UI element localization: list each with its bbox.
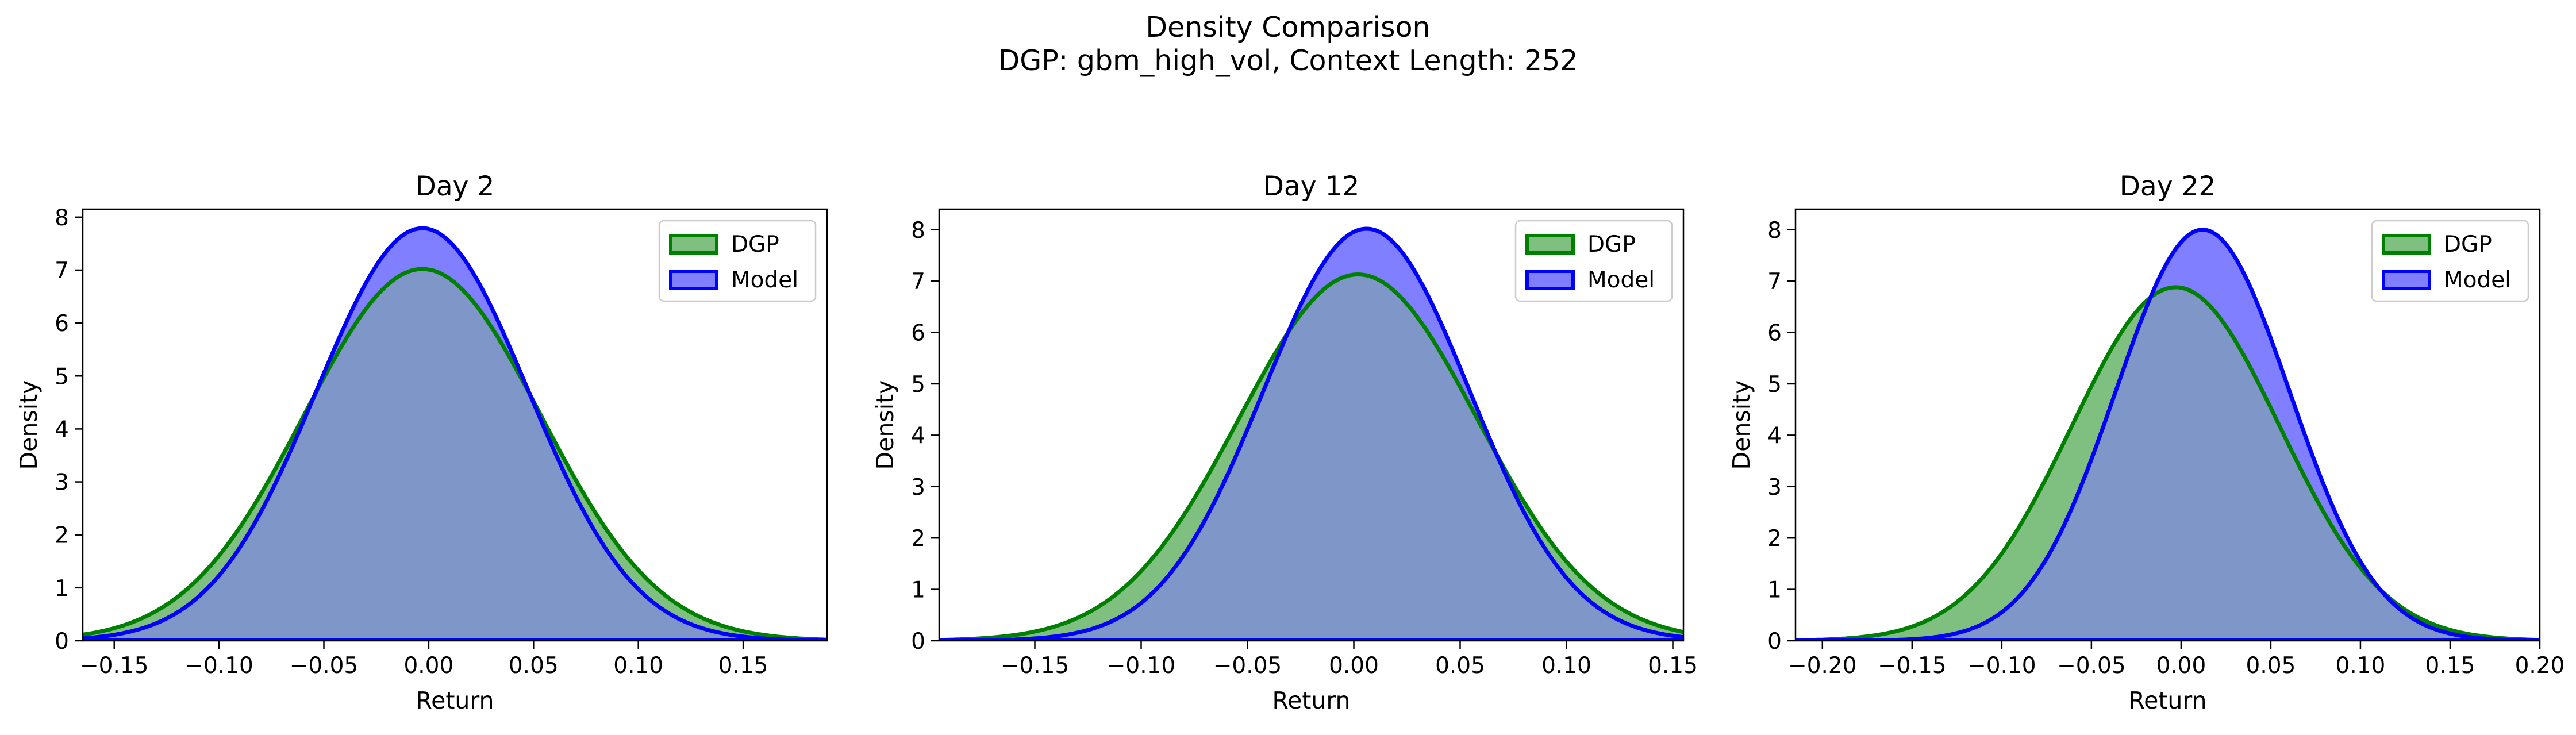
axes-frame [82,208,828,642]
plot-area [939,226,1683,641]
y-tick-label: 1 [55,576,69,602]
dgp-density-line [939,272,1683,641]
x-tick-label: 0.05 [509,653,559,679]
y-tick-label: 5 [55,364,69,390]
y-tick-label: 7 [911,269,925,295]
x-tick-label: 0.15 [2425,653,2475,679]
x-tick-label: −0.05 [1213,653,1282,679]
x-tick-label: 0.10 [2336,653,2386,679]
x-tick-label: −0.10 [184,653,253,679]
panel-title: Day 2 [416,171,495,202]
y-axis-label: Density [15,380,43,470]
y-tick-label: 7 [55,258,69,284]
x-tick-label: 0.20 [2515,653,2565,679]
model-density-line [939,226,1683,641]
legend-label-model: Model [2444,267,2511,293]
y-tick-label: 4 [1767,423,1782,449]
y-tick-label: 6 [1767,321,1782,347]
y-tick-label: 3 [911,475,925,501]
legend-label-dgp: DGP [731,232,779,257]
y-axis-label: Density [1728,380,1755,470]
y-tick-label: 0 [55,629,69,655]
y-axis-label: Density [871,380,899,470]
y-tick-label: 1 [911,578,925,603]
y-tick-label: 8 [55,205,69,231]
panel-title: Day 12 [1263,171,1360,202]
model-density-line [83,226,827,641]
x-tick-label: 0.05 [1435,653,1485,679]
x-tick-label: −0.05 [2057,653,2126,679]
panel-title: Day 22 [2120,171,2216,202]
legend-swatch-dgp [669,234,718,255]
x-tick-label: 0.15 [1648,653,1698,679]
overlap-density-fill [939,274,1683,641]
x-tick-label: 0.00 [2156,653,2206,679]
x-tick-label: 0.10 [613,653,663,679]
legend-swatch-dgp [2382,234,2431,255]
y-tick-label: 6 [911,321,925,347]
dgp-density-line [1795,285,2540,641]
plot-area [1795,228,2540,641]
y-tick-label: 6 [55,311,69,337]
figure-title: Density Comparison [1145,11,1430,44]
x-tick-label: −0.10 [1107,653,1176,679]
figure-subtitle: DGP: gbm_high_vol, Context Length: 252 [998,44,1578,77]
x-axis-label: Return [2128,687,2206,714]
y-tick-label: 2 [55,523,69,549]
legend: DGP Model [1514,220,1673,302]
legend: DGP Model [658,220,817,302]
legend-label-model: Model [1587,267,1655,293]
y-tick-label: 5 [911,372,925,398]
y-tick-label: 1 [1767,578,1782,603]
panel-1: −0.15 −0.10 −0.05 0.00 0.05 0.10 0.15 0 1 2 3 4 5 6 7 8… [15,171,828,714]
y-tick-label: 2 [1767,526,1782,552]
legend-label-model: Model [731,267,798,293]
x-axis-label: Return [1272,687,1350,714]
legend-swatch-model [1525,270,1575,290]
y-tick-label: 0 [911,629,925,655]
x-tick-label: −0.15 [1878,653,1947,679]
y-tick-label: 8 [1767,218,1782,244]
x-tick-label: −0.15 [1001,653,1070,679]
y-tick-label: 4 [911,423,925,449]
legend-label-dgp: DGP [1587,232,1636,257]
overlap-density-fill [83,269,827,641]
legend-label-dgp: DGP [2444,232,2492,257]
y-tick-label: 3 [55,470,69,496]
x-tick-label: 0.00 [1329,653,1379,679]
dgp-density-line [83,267,827,641]
legend-swatch-model [2382,270,2431,290]
x-tick-label: 0.15 [718,653,768,679]
y-tick-label: 0 [1767,629,1782,655]
y-tick-label: 7 [1767,269,1782,295]
y-tick-label: 2 [911,526,925,552]
x-tick-label: 0.10 [1541,653,1591,679]
panels: −0.15 −0.10 −0.05 0.00 0.05 0.10 0.15 0 1 2 3 4 5 6 7 8… [15,171,2565,714]
x-tick-label: −0.20 [1788,653,1857,679]
x-tick-label: 0.05 [2246,653,2296,679]
x-tick-label: 0.00 [403,653,453,679]
panel-2: −0.15 −0.10 −0.05 0.00 0.05 0.10 0.15 0 1 2 3 4 5 6 7 8… [871,171,1698,714]
x-tick-label: −0.10 [1967,653,2036,679]
y-tick-label: 4 [55,417,69,442]
y-tick-label: 5 [1767,372,1782,398]
y-tick-label: 8 [911,218,925,244]
y-tick-label: 3 [1767,475,1782,501]
overlap-density-fill [1795,287,2540,641]
legend-swatch-model [669,270,718,290]
x-axis-label: Return [416,687,494,714]
x-tick-label: −0.05 [290,653,359,679]
legend-swatch-dgp [1525,234,1575,255]
legend: DGP Model [2371,220,2529,302]
axes-frame [1794,208,2541,642]
plot-area [83,226,827,641]
axes-frame [938,208,1685,642]
panel-3: −0.20 −0.15 −0.10 −0.05 0.00 0.05 0.10 0.15 0.20… [1728,171,2565,714]
x-tick-label: −0.15 [80,653,149,679]
